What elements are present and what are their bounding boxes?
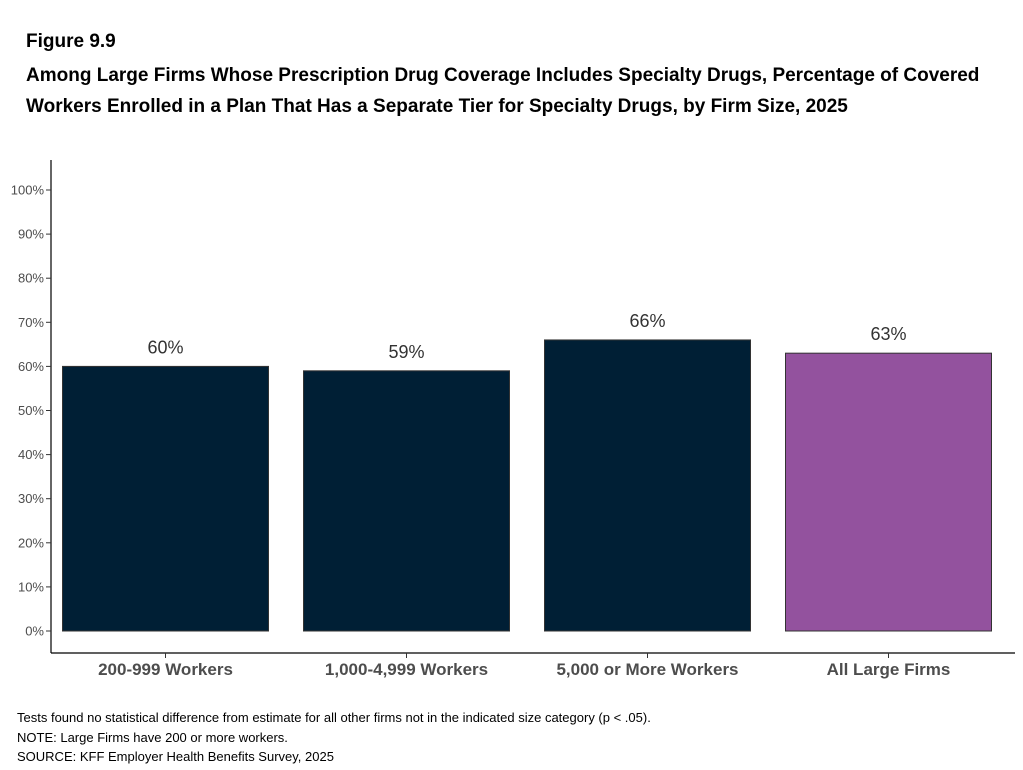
bar-chart: 0% 10% 20% 30% 40% 50% 60% 70% 80% 90% 100% 200-99… (11, 160, 1015, 679)
y-tick-label: 30% (18, 491, 44, 506)
source-note: SOURCE: KFF Employer Health Benefits Sur… (17, 749, 334, 764)
y-tick-label: 70% (18, 315, 44, 330)
data-label: 59% (388, 342, 424, 362)
y-tick-label: 100% (11, 183, 45, 198)
x-tick-label: 1,000-4,999 Workers (325, 660, 488, 679)
bar (785, 352, 992, 632)
figure-label: Figure 9.9 (26, 31, 116, 52)
y-tick-label: 20% (18, 535, 44, 550)
y-axis: 0% 10% 20% 30% 40% 50% 60% 70% 80% 90% 100% (11, 160, 52, 653)
x-tick-label: 200-999 Workers (98, 660, 233, 679)
data-label: 63% (870, 324, 906, 344)
chart-notes: Tests found no statistical difference fr… (17, 708, 651, 767)
bar (544, 339, 751, 632)
definition-note: NOTE: Large Firms have 200 or more worke… (17, 729, 288, 745)
y-tick-label: 90% (18, 227, 44, 242)
y-tick-label: 60% (18, 359, 44, 374)
x-tick-label: 5,000 or More Workers (556, 660, 738, 679)
data-label: 66% (629, 311, 665, 331)
x-tick-label: All Large Firms (827, 660, 951, 679)
significance-note: Tests found no statistical difference fr… (17, 710, 651, 725)
bar (303, 370, 510, 632)
y-tick-label: 40% (18, 447, 44, 462)
y-tick-label: 80% (18, 271, 44, 286)
bar (62, 365, 269, 632)
chart-title: Among Large Firms Whose Prescription Dru… (26, 65, 980, 117)
bars (62, 339, 992, 632)
y-tick-label: 10% (18, 579, 44, 594)
y-tick-label: 50% (18, 403, 44, 418)
data-label: 60% (147, 337, 183, 357)
data-labels: 60% 59% 66% 63% (147, 311, 906, 362)
y-tick-label: 0% (25, 624, 44, 639)
x-axis: 200-999 Workers 1,000-4,999 Workers 5,000 … (51, 652, 1015, 679)
